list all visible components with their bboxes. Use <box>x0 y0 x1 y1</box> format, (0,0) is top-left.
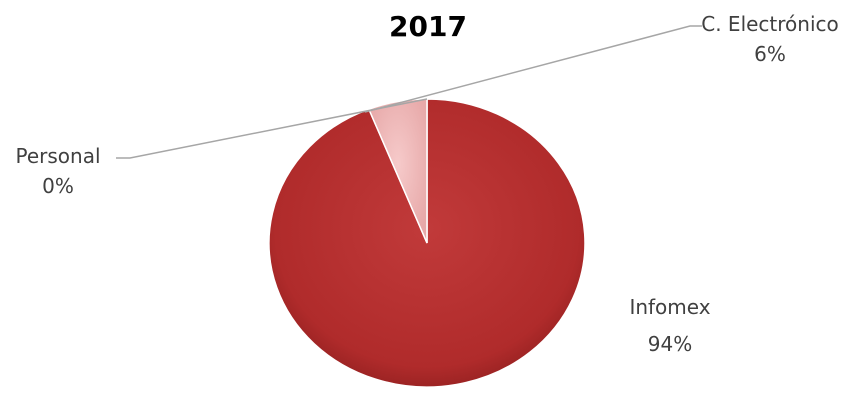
leader-line-personal <box>116 98 428 159</box>
slice-value-personal: 0% <box>42 174 74 198</box>
leader-lines <box>116 25 702 159</box>
pie-slices <box>268 98 586 388</box>
slice-value-c-electr-nico: 6% <box>754 42 786 66</box>
slice-value-infomex: 94% <box>648 332 692 356</box>
leader-line-c-electr-nico <box>364 25 702 113</box>
slice-labels: Infomex 94% C. Electrónico 6% Personal 0% <box>15 12 838 356</box>
slice-label-c-electr-nico: C. Electrónico <box>701 12 839 36</box>
slice-label-infomex: Infomex <box>629 295 710 319</box>
chart-title: 2017 <box>389 10 467 43</box>
slice-label-personal: Personal <box>15 144 100 168</box>
